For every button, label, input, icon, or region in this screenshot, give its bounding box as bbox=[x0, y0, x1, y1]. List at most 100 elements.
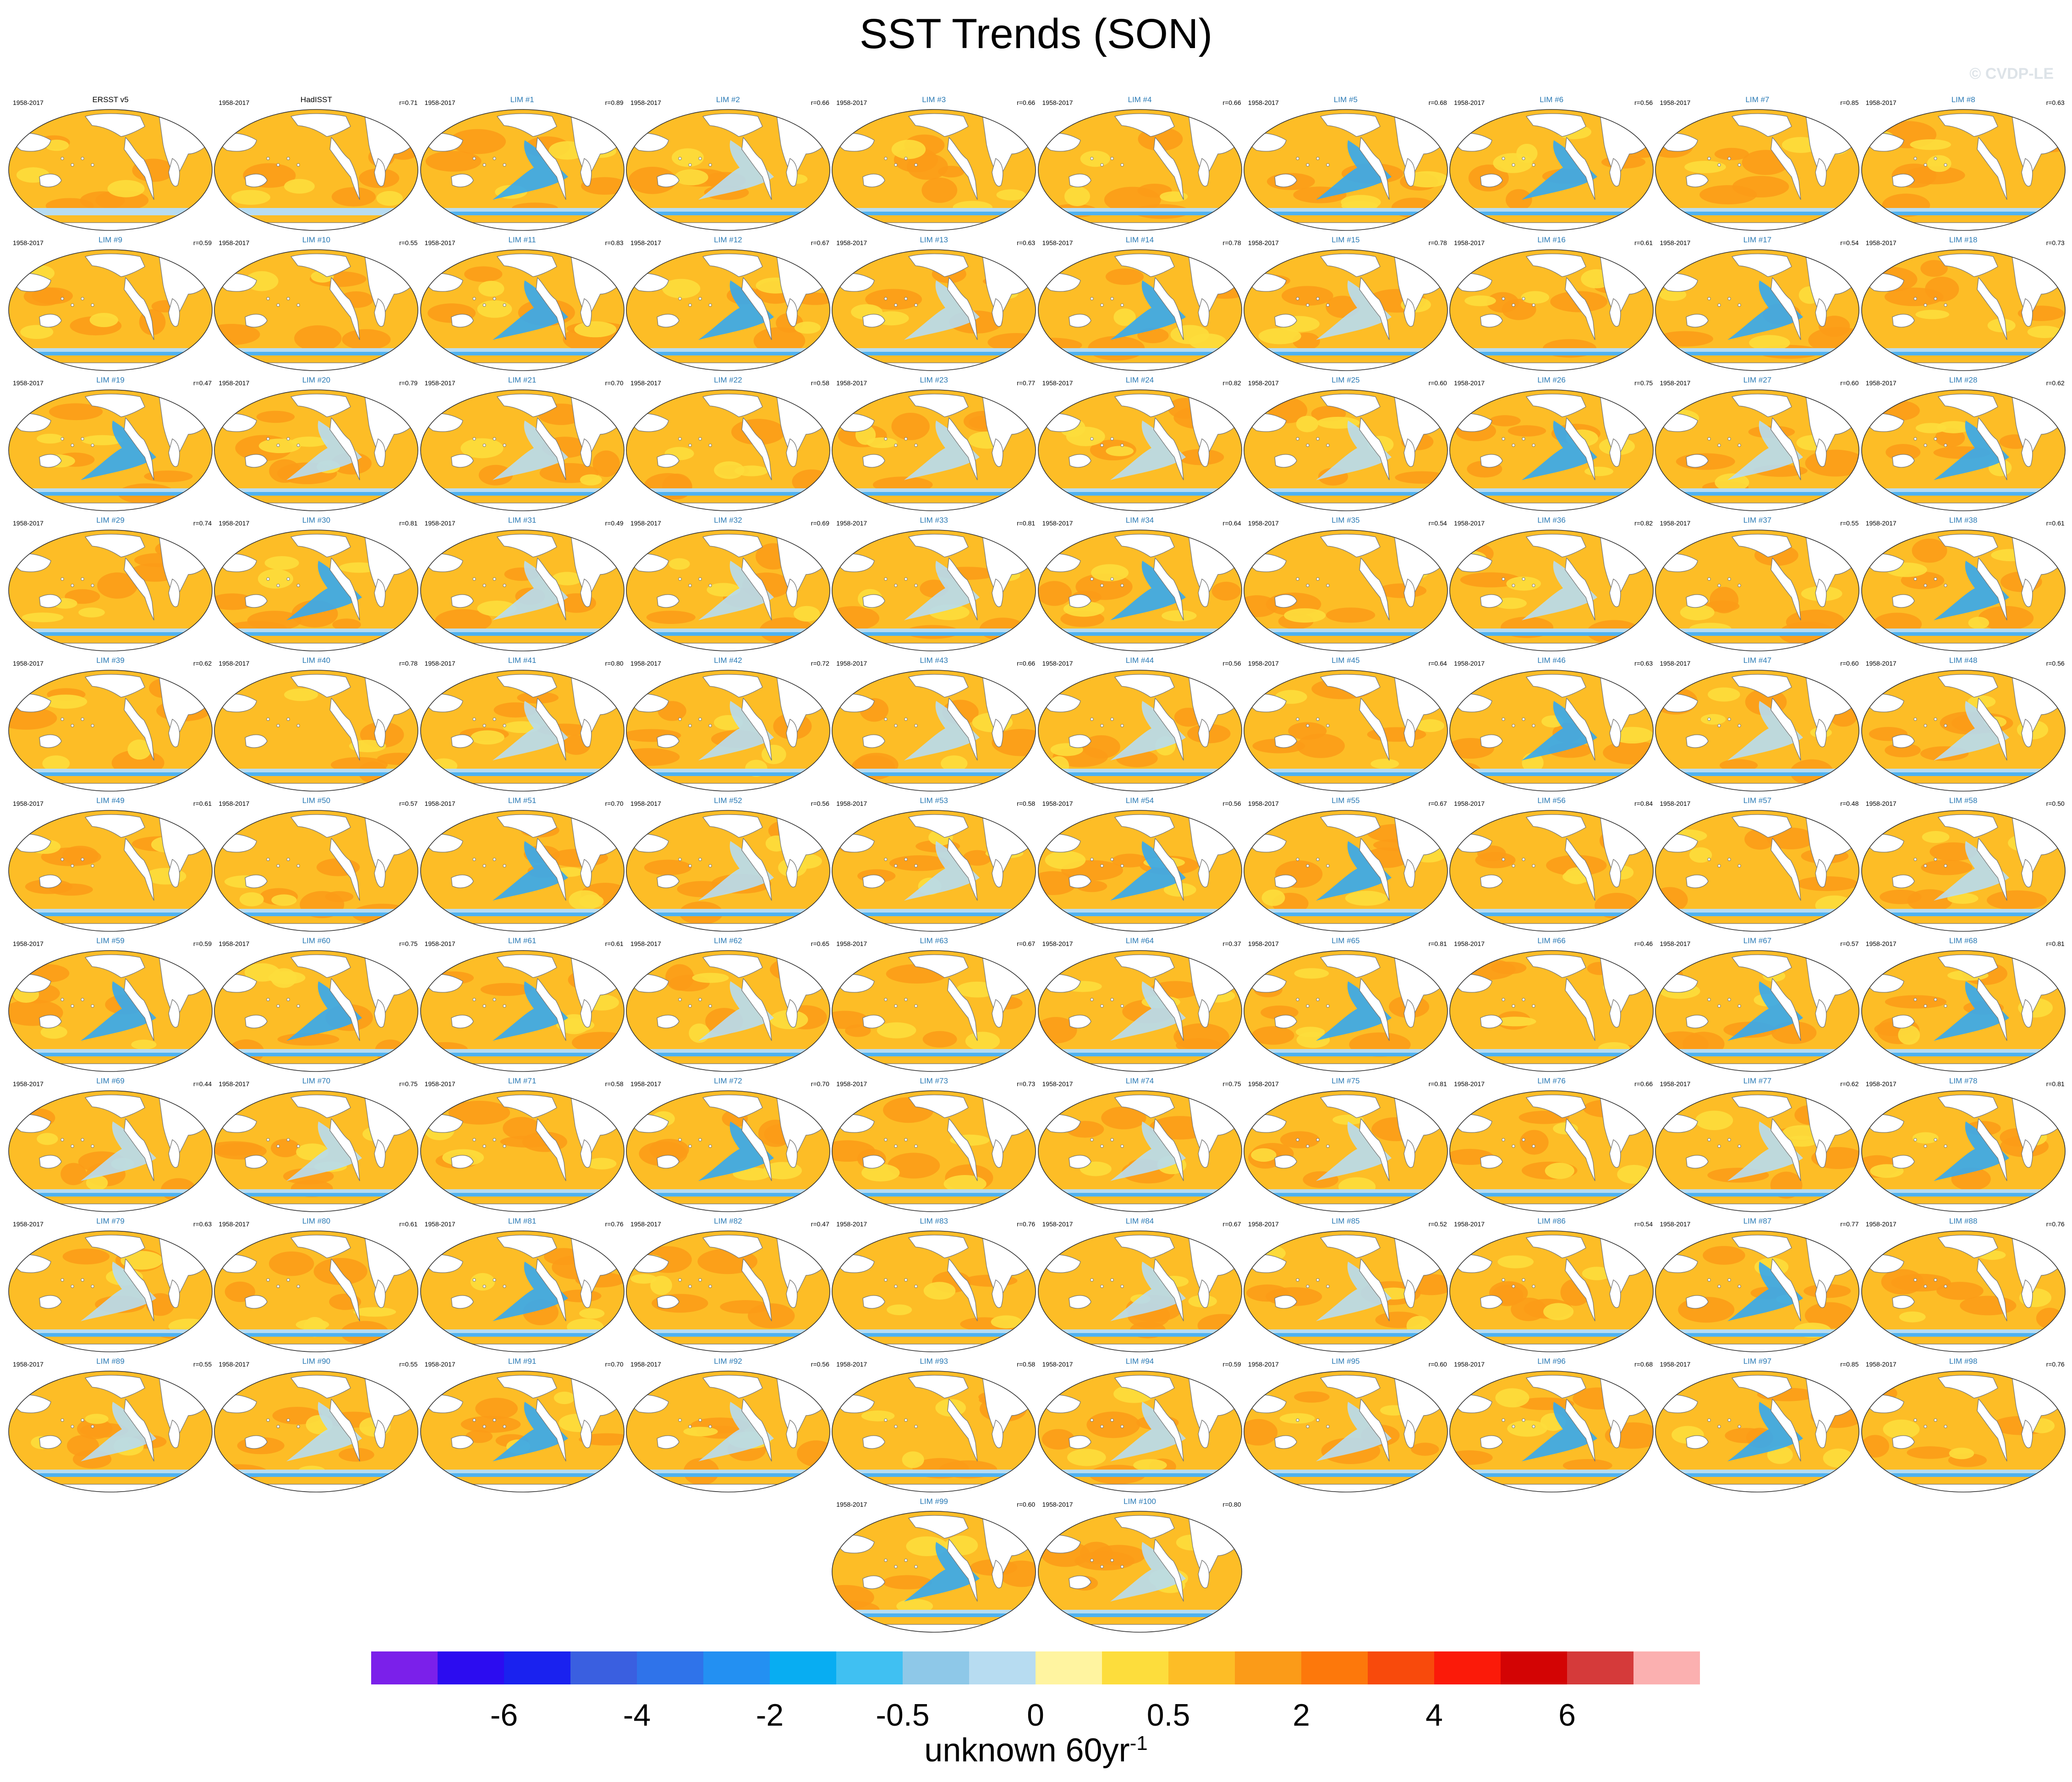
sst-trend-map bbox=[1037, 530, 1242, 651]
map-panel: 1958-2017 LIM #39 r=0.62 bbox=[7, 656, 214, 793]
panel-period: 1958-2017 bbox=[1454, 1080, 1485, 1088]
panel-title: LIM #81 bbox=[508, 1217, 537, 1225]
map-panel: 1958-2017 LIM #75 r=0.81 bbox=[1243, 1077, 1449, 1213]
panel-correlation: r=0.56 bbox=[811, 1361, 829, 1368]
panel-correlation: r=0.47 bbox=[193, 379, 212, 387]
panel-title: LIM #76 bbox=[1537, 1077, 1566, 1085]
panel-period: 1958-2017 bbox=[424, 519, 455, 527]
panel-title: LIM #21 bbox=[508, 376, 537, 384]
map-panel: 1958-2017 LIM #33 r=0.81 bbox=[831, 516, 1037, 652]
sst-trend-map bbox=[214, 950, 419, 1072]
map-panel: 1958-2017 LIM #43 r=0.66 bbox=[831, 656, 1037, 793]
panel-period: 1958-2017 bbox=[13, 1361, 44, 1368]
sst-trend-map bbox=[1861, 810, 2066, 932]
panel-period: 1958-2017 bbox=[1042, 1361, 1073, 1368]
panel-correlation: r=0.61 bbox=[193, 800, 212, 807]
panel-title: LIM #49 bbox=[96, 796, 125, 805]
panel-correlation: r=0.80 bbox=[605, 660, 624, 667]
map-panel: 1958-2017 LIM #85 r=0.52 bbox=[1243, 1217, 1449, 1353]
panel-correlation: r=0.66 bbox=[811, 99, 829, 106]
panel-correlation: r=0.67 bbox=[811, 239, 829, 246]
map-panel: 1958-2017 LIM #3 r=0.66 bbox=[831, 95, 1037, 232]
map-panel: 1958-2017 ERSST v5 bbox=[7, 95, 214, 232]
panel-correlation: r=0.54 bbox=[1840, 239, 1859, 246]
map-panel: 1958-2017 LIM #28 r=0.62 bbox=[1860, 376, 2067, 512]
panel-period: 1958-2017 bbox=[1454, 660, 1485, 667]
sst-trend-map bbox=[1037, 249, 1242, 371]
panel-correlation: r=0.60 bbox=[1428, 1361, 1447, 1368]
panel-period: 1958-2017 bbox=[1865, 239, 1897, 246]
panel-title: LIM #38 bbox=[1949, 516, 1978, 525]
map-panel: 1958-2017 LIM #87 r=0.77 bbox=[1654, 1217, 1860, 1353]
panel-period: 1958-2017 bbox=[1042, 379, 1073, 387]
panel-title: LIM #73 bbox=[920, 1077, 948, 1085]
map-panel: 1958-2017 LIM #56 r=0.84 bbox=[1448, 796, 1655, 933]
panel-period: 1958-2017 bbox=[1865, 379, 1897, 387]
sst-trend-map bbox=[1037, 1230, 1242, 1352]
panel-correlation: r=0.79 bbox=[399, 379, 418, 387]
panel-correlation: r=0.68 bbox=[1428, 99, 1447, 106]
panel-correlation: r=0.73 bbox=[2046, 239, 2065, 246]
map-panel: 1958-2017 LIM #14 r=0.78 bbox=[1037, 235, 1243, 372]
panel-title: LIM #80 bbox=[302, 1217, 331, 1225]
map-panel: 1958-2017 LIM #5 r=0.68 bbox=[1243, 95, 1449, 232]
sst-trend-map bbox=[1243, 1230, 1448, 1352]
panel-title: LIM #48 bbox=[1949, 656, 1978, 665]
panel-title: LIM #18 bbox=[1949, 235, 1978, 244]
panel-correlation: r=0.64 bbox=[1428, 660, 1447, 667]
map-panel: 1958-2017 LIM #6 r=0.56 bbox=[1448, 95, 1655, 232]
sst-trend-map bbox=[214, 670, 419, 792]
panel-period: 1958-2017 bbox=[1042, 519, 1073, 527]
panel-title: LIM #96 bbox=[1537, 1357, 1566, 1366]
panel-correlation: r=0.89 bbox=[605, 99, 624, 106]
colorbar-swatch bbox=[1168, 1651, 1235, 1684]
panel-title: LIM #37 bbox=[1743, 516, 1772, 525]
panel-correlation: r=0.56 bbox=[1222, 660, 1241, 667]
sst-trend-map bbox=[1243, 109, 1448, 231]
sst-trend-map bbox=[832, 249, 1036, 371]
sst-trend-map bbox=[626, 1371, 830, 1492]
colorbar-tick-label: 4 bbox=[1425, 1698, 1443, 1733]
panel-period: 1958-2017 bbox=[1454, 239, 1485, 246]
map-panel: 1958-2017 LIM #37 r=0.55 bbox=[1654, 516, 1860, 652]
panel-correlation: r=0.68 bbox=[1634, 1361, 1653, 1368]
panel-title: LIM #77 bbox=[1743, 1077, 1772, 1085]
sst-trend-map bbox=[1037, 1511, 1242, 1633]
panel-title: LIM #6 bbox=[1540, 95, 1564, 104]
map-panel: 1958-2017 LIM #89 r=0.55 bbox=[7, 1357, 214, 1493]
map-panel: 1958-2017 LIM #11 r=0.83 bbox=[419, 235, 625, 372]
panel-period: 1958-2017 bbox=[1660, 660, 1691, 667]
page-title: SST Trends (SON) bbox=[859, 11, 1213, 57]
sst-trend-map bbox=[420, 1371, 625, 1492]
panel-title: LIM #95 bbox=[1332, 1357, 1360, 1366]
colorbar-swatch bbox=[1235, 1651, 1302, 1684]
panel-title: LIM #22 bbox=[714, 376, 742, 384]
panel-title: LIM #24 bbox=[1125, 376, 1154, 384]
panel-period: 1958-2017 bbox=[1248, 940, 1279, 947]
panel-period: 1958-2017 bbox=[1865, 1361, 1897, 1368]
map-panel: 1958-2017 LIM #40 r=0.78 bbox=[213, 656, 419, 793]
panel-correlation: r=0.72 bbox=[811, 660, 829, 667]
panel-period: 1958-2017 bbox=[13, 1220, 44, 1228]
map-panel: 1958-2017 LIM #47 r=0.60 bbox=[1654, 656, 1860, 793]
map-panel: 1958-2017 LIM #10 r=0.55 bbox=[213, 235, 419, 372]
panel-period: 1958-2017 bbox=[13, 1080, 44, 1088]
sst-trend-map bbox=[832, 109, 1036, 231]
panel-title: LIM #19 bbox=[96, 376, 125, 384]
sst-trend-map bbox=[1655, 1230, 1860, 1352]
panel-correlation: r=0.75 bbox=[399, 940, 418, 947]
panel-period: 1958-2017 bbox=[13, 940, 44, 947]
panel-correlation: r=0.78 bbox=[399, 660, 418, 667]
sst-trend-map bbox=[1861, 530, 2066, 651]
map-panel: 1958-2017 LIM #7 r=0.85 bbox=[1654, 95, 1860, 232]
watermark: © CVDP-LE bbox=[1969, 65, 2054, 82]
panel-period: 1958-2017 bbox=[13, 800, 44, 807]
colorbar-tick-label: 2 bbox=[1293, 1698, 1310, 1733]
panel-correlation: r=0.80 bbox=[1222, 1501, 1241, 1508]
panel-period: 1958-2017 bbox=[1660, 940, 1691, 947]
panel-period: 1958-2017 bbox=[219, 99, 250, 106]
panel-title: LIM #33 bbox=[920, 516, 948, 525]
panel-correlation: r=0.77 bbox=[1840, 1220, 1859, 1228]
map-panel: 1958-2017 LIM #78 r=0.81 bbox=[1860, 1077, 2067, 1213]
colorbar-swatch bbox=[637, 1651, 704, 1684]
